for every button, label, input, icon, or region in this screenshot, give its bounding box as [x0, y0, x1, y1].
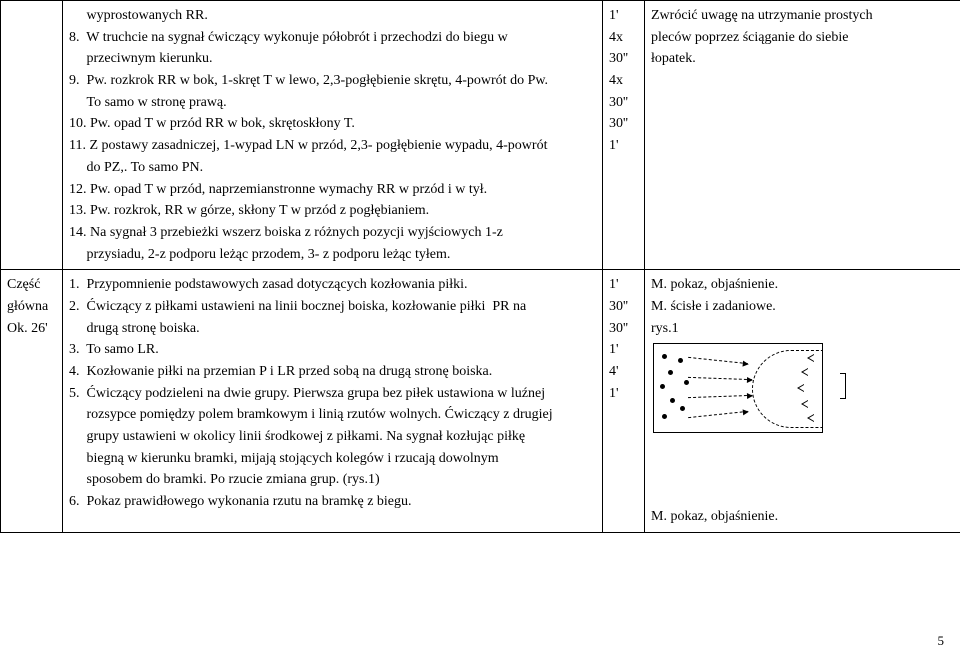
exercise-line: przeciwnym kierunku.: [69, 48, 596, 70]
timing-value: 4x: [609, 70, 638, 92]
exercise-line: 3. To samo LR.: [69, 339, 596, 361]
section-label-line: główna: [7, 296, 56, 318]
exercise-line: 1. Przypomnienie podstawowych zasad doty…: [69, 274, 596, 296]
player-dot-icon: [662, 414, 667, 419]
table-row: Część główna Ok. 26' 1. Przypomnienie po…: [1, 270, 960, 533]
section-label-line: Część: [7, 274, 56, 296]
defender-triangle-icon: [807, 414, 814, 422]
path-arrow-icon: [688, 395, 752, 398]
defender-triangle-icon: [807, 354, 814, 362]
note-line: rys.1: [651, 318, 954, 340]
court-outline: [653, 343, 823, 433]
player-dot-icon: [660, 384, 665, 389]
player-dot-icon: [670, 398, 675, 403]
timing-cell: 1' 4x 30'' 4x 30'' 30'' 1': [603, 1, 645, 270]
exercise-line: 6. Pokaz prawidłowego wykonania rzutu na…: [69, 491, 596, 513]
exercise-line: sposobem do bramki. Po rzucie zmiana gru…: [69, 469, 596, 491]
exercise-line: 13. Pw. rozkrok, RR w górze, skłony T w …: [69, 200, 596, 222]
exercise-line: 9. Pw. rozkrok RR w bok, 1-skręt T w lew…: [69, 70, 596, 92]
note-line: pleców poprzez ściąganie do siebie: [651, 27, 954, 49]
note-line: łopatek.: [651, 48, 954, 70]
player-dot-icon: [668, 370, 673, 375]
player-dot-icon: [662, 354, 667, 359]
timing-value: 30'': [609, 113, 638, 135]
exercise-line: 10. Pw. opad T w przód RR w bok, skrętos…: [69, 113, 596, 135]
table-row: wyprostowanych RR. 8. W truchcie na sygn…: [1, 1, 960, 270]
exercise-line: rozsypce pomiędzy polem bramkowym i lini…: [69, 404, 596, 426]
note-line: M. pokaz, objaśnienie.: [651, 506, 954, 528]
exercise-line: 12. Pw. opad T w przód, naprzemianstronn…: [69, 179, 596, 201]
section-label-cell: [1, 1, 63, 270]
exercise-line: do PZ,. To samo PN.: [69, 157, 596, 179]
timing-value: 30'': [609, 296, 638, 318]
exercise-line: wyprostowanych RR.: [69, 5, 596, 27]
note-line: M. ścisłe i zadaniowe.: [651, 296, 954, 318]
content-cell: wyprostowanych RR. 8. W truchcie na sygn…: [63, 1, 603, 270]
exercise-line: To samo w stronę prawą.: [69, 92, 596, 114]
exercise-line: przysiadu, 2-z podporu leżąc przodem, 3-…: [69, 244, 596, 266]
exercise-line: grupy ustawieni w okolicy linii środkowe…: [69, 426, 596, 448]
timing-value: 1': [609, 135, 638, 157]
notes-cell: M. pokaz, objaśnienie. M. ścisłe i zadan…: [645, 270, 960, 533]
timing-value: 1': [609, 339, 638, 361]
player-dot-icon: [680, 406, 685, 411]
exercise-line: 2. Ćwiczący z piłkami ustawieni na linii…: [69, 296, 596, 318]
timing-value: 30'': [609, 92, 638, 114]
path-arrow-icon: [688, 377, 752, 380]
content-cell: 1. Przypomnienie podstawowych zasad doty…: [63, 270, 603, 533]
court-diagram: [651, 341, 841, 436]
exercise-line: 14. Na sygnał 3 przebieżki wszerz boiska…: [69, 222, 596, 244]
notes-cell: Zwrócić uwagę na utrzymanie prostych ple…: [645, 1, 960, 270]
goal-icon: [840, 373, 846, 399]
path-arrow-icon: [688, 411, 748, 418]
note-line: M. pokaz, objaśnienie.: [651, 274, 954, 296]
timing-value: 30'': [609, 318, 638, 340]
section-label-cell: Część główna Ok. 26': [1, 270, 63, 533]
defender-triangle-icon: [801, 368, 808, 376]
lesson-plan-table: wyprostowanych RR. 8. W truchcie na sygn…: [0, 0, 960, 533]
timing-value: 1': [609, 383, 638, 405]
timing-value: 30'': [609, 48, 638, 70]
timing-cell: 1' 30'' 30'' 1' 4' 1': [603, 270, 645, 533]
timing-value: 4x: [609, 27, 638, 49]
note-line: Zwrócić uwagę na utrzymanie prostych: [651, 5, 954, 27]
exercise-line: 5. Ćwiczący podzieleni na dwie grupy. Pi…: [69, 383, 596, 405]
player-dot-icon: [678, 358, 683, 363]
defender-triangle-icon: [797, 384, 804, 392]
timing-value: 1': [609, 5, 638, 27]
path-arrow-icon: [688, 357, 748, 364]
exercise-line: drugą stronę boiska.: [69, 318, 596, 340]
defender-triangle-icon: [801, 400, 808, 408]
player-dot-icon: [684, 380, 689, 385]
exercise-line: 11. Z postawy zasadniczej, 1-wypad LN w …: [69, 135, 596, 157]
timing-value: 4': [609, 361, 638, 383]
exercise-line: 8. W truchcie na sygnał ćwiczący wykonuj…: [69, 27, 596, 49]
exercise-line: 4. Kozłowanie piłki na przemian P i LR p…: [69, 361, 596, 383]
page-number: 5: [938, 633, 945, 649]
exercise-line: biegną w kierunku bramki, mijają stojący…: [69, 448, 596, 470]
section-label-line: Ok. 26': [7, 318, 56, 340]
timing-value: 1': [609, 274, 638, 296]
